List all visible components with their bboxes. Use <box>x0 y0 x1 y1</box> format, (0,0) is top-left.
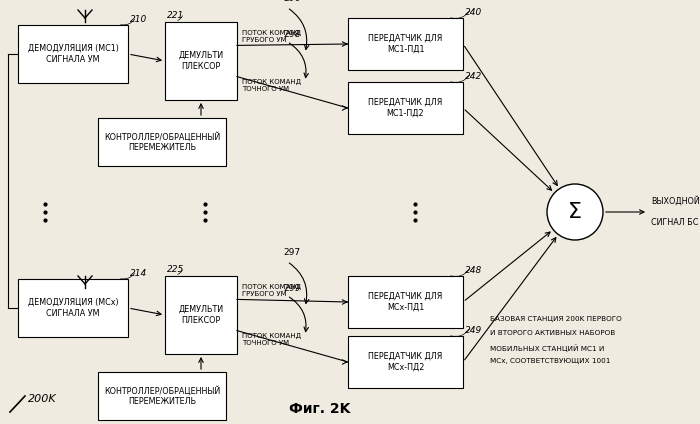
Text: 297: 297 <box>283 248 300 257</box>
Text: 240: 240 <box>465 8 482 17</box>
Text: МСx, СООТВЕТСТВУЮЩИХ 1001: МСx, СООТВЕТСТВУЮЩИХ 1001 <box>490 358 610 364</box>
Text: ДЕМОДУЛЯЦИЯ (МС1)
СИГНАЛА УМ: ДЕМОДУЛЯЦИЯ (МС1) СИГНАЛА УМ <box>27 44 118 64</box>
Text: 210: 210 <box>130 15 147 24</box>
Text: БАЗОВАЯ СТАНЦИЯ 200K ПЕРВОГО: БАЗОВАЯ СТАНЦИЯ 200K ПЕРВОГО <box>490 316 622 322</box>
Bar <box>18 279 128 337</box>
Text: 299: 299 <box>283 284 300 293</box>
Text: Σ: Σ <box>568 202 582 222</box>
Text: 225: 225 <box>167 265 184 274</box>
Text: ДЕМОДУЛЯЦИЯ (МСx)
СИГНАЛА УМ: ДЕМОДУЛЯЦИЯ (МСx) СИГНАЛА УМ <box>28 298 118 318</box>
Text: ПОТОК КОМАНД
ГРУБОГО УМ: ПОТОК КОМАНД ГРУБОГО УМ <box>242 30 301 43</box>
Text: ДЕМУЛЬТИ
ПЛЕКСОР: ДЕМУЛЬТИ ПЛЕКСОР <box>178 51 223 71</box>
Text: 298: 298 <box>283 30 300 39</box>
Bar <box>348 336 463 388</box>
Circle shape <box>547 184 603 240</box>
Bar <box>98 372 226 420</box>
Text: ВЫХОДНОЙ: ВЫХОДНОЙ <box>651 196 700 206</box>
Text: ПОТОК КОМАНД
ТОЧНОГО УМ: ПОТОК КОМАНД ТОЧНОГО УМ <box>242 332 301 346</box>
Bar <box>165 22 237 100</box>
Text: ДЕМУЛЬТИ
ПЛЕКСОР: ДЕМУЛЬТИ ПЛЕКСОР <box>178 305 223 325</box>
Text: МОБИЛЬНЫХ СТАНЦИЙ МС1 И: МОБИЛЬНЫХ СТАНЦИЙ МС1 И <box>490 344 604 352</box>
Bar <box>348 18 463 70</box>
Text: СИГНАЛ БС: СИГНАЛ БС <box>651 218 699 227</box>
Text: ПОТОК КОМАНД
ТОЧНОГО УМ: ПОТОК КОМАНД ТОЧНОГО УМ <box>242 78 301 92</box>
Bar <box>18 25 128 83</box>
Text: КОНТРОЛЛЕР/ОБРАЦЕННЫЙ
ПЕРЕМЕЖИТЕЛЬ: КОНТРОЛЛЕР/ОБРАЦЕННЫЙ ПЕРЕМЕЖИТЕЛЬ <box>104 385 220 407</box>
Text: 249: 249 <box>465 326 482 335</box>
Text: И ВТОРОГО АКТИВНЫХ НАБОРОВ: И ВТОРОГО АКТИВНЫХ НАБОРОВ <box>490 330 615 336</box>
Text: 221: 221 <box>167 11 184 20</box>
Bar <box>348 276 463 328</box>
Text: 296: 296 <box>283 0 300 3</box>
Text: ПЕРЕДАТЧИК ДЛЯ
МСx-ПД1: ПЕРЕДАТЧИК ДЛЯ МСx-ПД1 <box>368 292 442 312</box>
Bar <box>98 118 226 166</box>
Text: ПОТОК КОМАНД
ГРУБОГО УМ: ПОТОК КОМАНД ГРУБОГО УМ <box>242 284 301 297</box>
Text: ПЕРЕДАТЧИК ДЛЯ
МС1-ПД2: ПЕРЕДАТЧИК ДЛЯ МС1-ПД2 <box>368 98 442 118</box>
Text: Фиг. 2K: Фиг. 2K <box>289 402 351 416</box>
Text: 200K: 200K <box>28 394 57 404</box>
Text: КОНТРОЛЛЕР/ОБРАЦЕННЫЙ
ПЕРЕМЕЖИТЕЛЬ: КОНТРОЛЛЕР/ОБРАЦЕННЫЙ ПЕРЕМЕЖИТЕЛЬ <box>104 131 220 153</box>
Text: ПЕРЕДАТЧИК ДЛЯ
МСx-ПД2: ПЕРЕДАТЧИК ДЛЯ МСx-ПД2 <box>368 352 442 372</box>
Text: 242: 242 <box>465 72 482 81</box>
Text: 248: 248 <box>465 266 482 275</box>
Bar <box>348 82 463 134</box>
Text: ПЕРЕДАТЧИК ДЛЯ
МС1-ПД1: ПЕРЕДАТЧИК ДЛЯ МС1-ПД1 <box>368 34 442 54</box>
Bar <box>165 276 237 354</box>
Text: 214: 214 <box>130 269 147 278</box>
